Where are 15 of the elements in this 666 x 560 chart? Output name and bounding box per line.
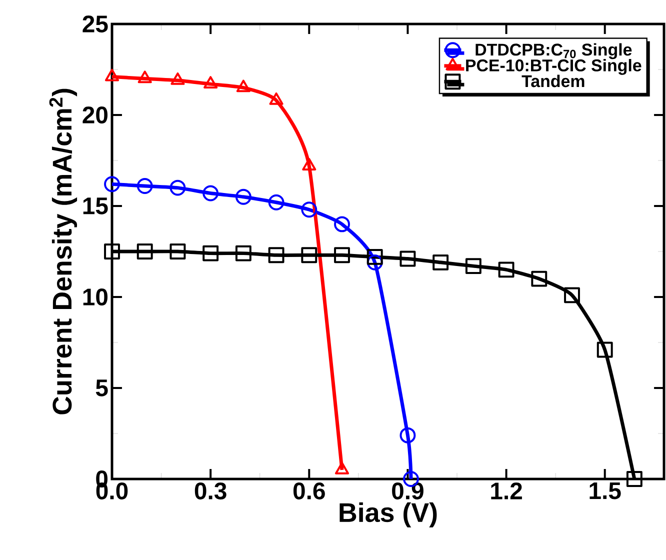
x-tick-label: 0.3 [194,482,226,500]
y-tick-label: 20 [82,106,108,124]
legend-label: DTDCPB:C$_{70}$ Single [476,43,632,60]
x-tick-label: 1.2 [491,482,522,500]
x-tick-label: 0.9 [392,482,424,500]
y-tick-label: 5 [96,380,108,396]
y-axis-title: Current Density (mA/cm$^{2}$) [49,88,78,414]
y-tick-label: 15 [83,198,108,214]
x-tick-label: 1.5 [590,482,621,500]
y-tick-label: 10 [83,288,108,306]
text: Tandem [522,74,584,88]
legend-label: PCE-10:BT-CIC Single [466,58,642,75]
x-tick-label: 0.6 [293,482,325,500]
x-axis-title: Bias (V) [340,502,437,528]
y-tick-label: 25 [82,16,108,32]
